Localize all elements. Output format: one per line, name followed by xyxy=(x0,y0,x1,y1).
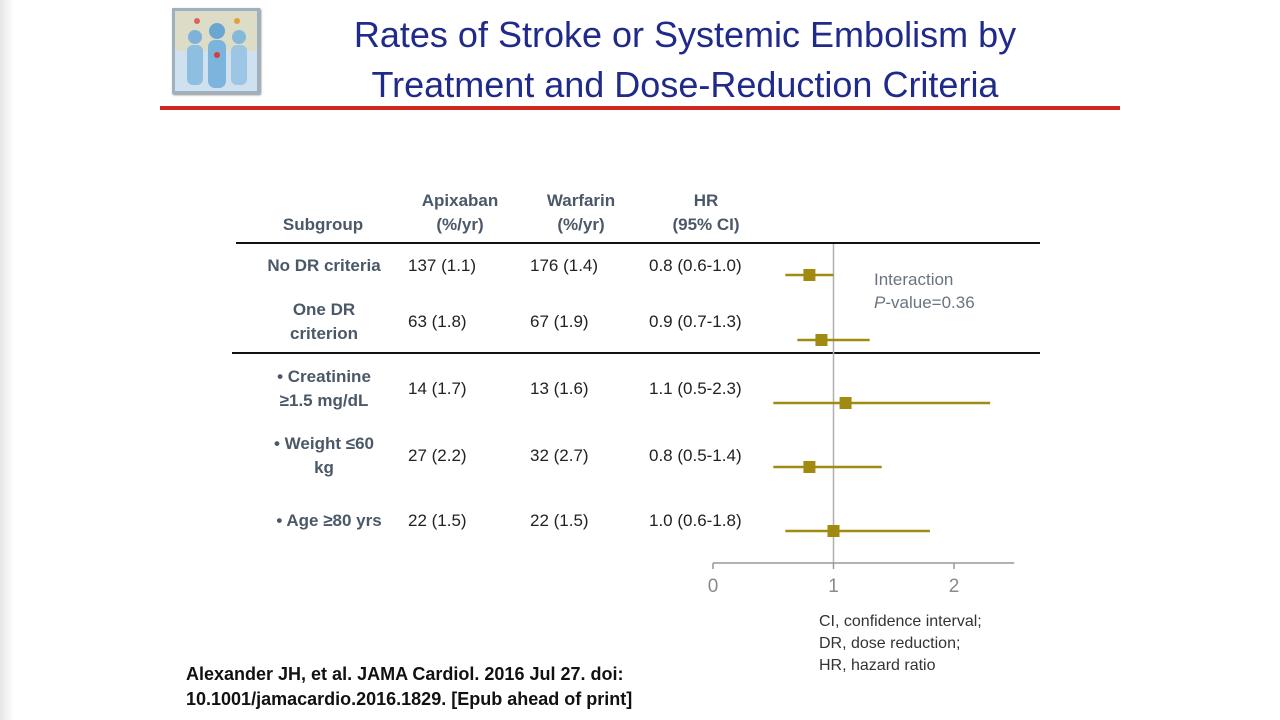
row-warfarin: 67 (1.9) xyxy=(530,312,589,331)
citation-line: Alexander JH, et al. JAMA Cardiol. 2016 … xyxy=(186,664,624,684)
interaction-p: P xyxy=(874,293,886,312)
row-warfarin: 176 (1.4) xyxy=(530,256,599,275)
row-apixaban: 137 (1.1) xyxy=(408,256,477,275)
header-warfarin: Warfarin (%/yr) xyxy=(526,189,636,237)
row-subgroup: • Age ≥80 yrs xyxy=(254,509,404,533)
header-apixaban-name: Apixaban xyxy=(421,191,499,210)
row-subgroup-line: ≥1.5 mg/dL xyxy=(279,391,369,410)
hr-marker xyxy=(839,397,852,409)
hr-marker xyxy=(815,334,828,346)
row-warfarin: 32 (2.7) xyxy=(530,446,589,465)
note-line: HR, hazard ratio xyxy=(819,657,936,674)
row-subgroup: • Creatinine ≥1.5 mg/dL xyxy=(254,365,394,413)
row-subgroup: • Weight ≤60 kg xyxy=(254,432,394,480)
row-hr: 1.1 (0.5-2.3) xyxy=(649,379,742,398)
row-warfarin: 13 (1.6) xyxy=(530,379,589,398)
row-subgroup-line: • Creatinine xyxy=(277,367,371,386)
row-subgroup: One DR criterion xyxy=(254,298,394,346)
header-subgroup: Subgroup xyxy=(282,215,364,234)
row-subgroup-line: kg xyxy=(314,458,334,477)
row-subgroup-line: criterion xyxy=(289,324,359,343)
header-apixaban-unit: (%/yr) xyxy=(436,215,484,234)
row-hr: 0.8 (0.6-1.0) xyxy=(649,256,742,275)
interaction-pvalue: P-value=0.36 xyxy=(874,291,975,314)
row-apixaban: 27 (2.2) xyxy=(408,446,467,465)
row-subgroup-line: • Age ≥80 yrs xyxy=(276,511,382,530)
people-illustration-icon xyxy=(172,8,260,94)
row-apixaban: 22 (1.5) xyxy=(408,511,467,530)
header-warfarin-name: Warfarin xyxy=(546,191,616,210)
title-divider xyxy=(160,106,1120,110)
citation-line: 10.1001/jamacardio.2016.1829. [Epub ahea… xyxy=(186,689,633,709)
section-rule xyxy=(232,352,1040,354)
x-tick-label: 0 xyxy=(708,576,719,597)
slide-title: Rates of Stroke or Systemic Embolism by … xyxy=(300,10,1070,110)
row-apixaban: 14 (1.7) xyxy=(408,379,467,398)
hr-marker xyxy=(803,269,816,281)
row-apixaban: 63 (1.8) xyxy=(408,312,467,331)
header-rule xyxy=(236,242,1040,244)
citation: Alexander JH, et al. JAMA Cardiol. 2016 … xyxy=(186,662,632,712)
header-hr-ci: (95% CI) xyxy=(672,215,740,234)
hr-marker xyxy=(827,525,840,537)
row-subgroup-line: No DR criteria xyxy=(267,256,381,275)
interaction-note: Interaction P-value=0.36 xyxy=(874,268,975,314)
header-hr-name: HR xyxy=(693,191,719,210)
abbreviation-notes: CI, confidence interval; DR, dose reduct… xyxy=(819,611,982,677)
note-line: DR, dose reduction; xyxy=(819,635,961,652)
title-line-2: Treatment and Dose-Reduction Criteria xyxy=(371,64,999,105)
row-hr: 0.9 (0.7-1.3) xyxy=(649,312,742,331)
note-line: CI, confidence interval; xyxy=(819,613,982,630)
title-line-1: Rates of Stroke or Systemic Embolism by xyxy=(353,14,1017,55)
row-warfarin: 22 (1.5) xyxy=(530,511,589,530)
header-warfarin-unit: (%/yr) xyxy=(557,215,605,234)
header-hr: HR (95% CI) xyxy=(651,189,761,237)
x-tick-label: 2 xyxy=(949,576,960,597)
hr-marker xyxy=(803,461,816,473)
row-subgroup-line: One DR xyxy=(292,300,356,319)
header-apixaban: Apixaban (%/yr) xyxy=(405,189,515,237)
row-subgroup-line: • Weight ≤60 xyxy=(274,434,374,453)
row-subgroup: No DR criteria xyxy=(254,254,394,278)
slide-edge-shadow xyxy=(0,0,14,720)
interaction-label: Interaction xyxy=(874,270,954,289)
row-hr: 1.0 (0.6-1.8) xyxy=(649,511,742,530)
row-hr: 0.8 (0.5-1.4) xyxy=(649,446,742,465)
x-tick-label: 1 xyxy=(828,576,839,597)
interaction-p-rest: -value=0.36 xyxy=(885,293,975,312)
